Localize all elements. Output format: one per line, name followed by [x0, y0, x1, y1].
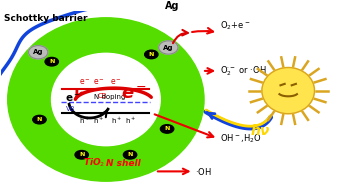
Ellipse shape [161, 125, 174, 133]
Text: N: N [164, 126, 170, 131]
Text: O$_2$+e$^-$: O$_2$+e$^-$ [220, 19, 250, 32]
Text: $·$OH: $·$OH [195, 166, 212, 177]
Ellipse shape [51, 53, 160, 146]
Text: h$^+$: h$^+$ [93, 116, 105, 126]
Text: hν: hν [251, 124, 270, 138]
Text: Ag: Ag [33, 49, 43, 55]
Text: e$^-$: e$^-$ [111, 77, 122, 87]
Ellipse shape [45, 57, 58, 66]
Text: N: N [127, 152, 133, 157]
Text: e$^-$: e$^-$ [93, 77, 105, 87]
Ellipse shape [8, 18, 204, 181]
Text: h$^+$: h$^+$ [79, 116, 90, 126]
Ellipse shape [159, 41, 178, 54]
Text: N: N [79, 152, 84, 157]
Text: e$^-$: e$^-$ [79, 77, 91, 87]
Text: h$^+$: h$^+$ [125, 116, 136, 126]
Ellipse shape [262, 67, 314, 114]
Text: CB: CB [98, 93, 107, 99]
Text: N: N [149, 52, 154, 57]
Text: VB: VB [66, 106, 75, 112]
Text: OH$^-$,H$_2$O: OH$^-$,H$_2$O [220, 132, 262, 145]
Text: N: N [37, 117, 42, 122]
Text: TiO$_2$: TiO$_2$ [83, 157, 106, 170]
Ellipse shape [75, 150, 88, 159]
Text: N shell: N shell [106, 159, 141, 168]
Ellipse shape [124, 150, 137, 159]
Text: N doping: N doping [94, 94, 125, 100]
Text: Ag: Ag [163, 44, 174, 50]
Text: O$_2^{·-}$ or $·$OH: O$_2^{·-}$ or $·$OH [220, 64, 266, 78]
Text: e$^-$: e$^-$ [120, 85, 147, 103]
Text: e$^-$: e$^-$ [65, 93, 81, 104]
Ellipse shape [145, 50, 158, 59]
Text: N: N [49, 59, 55, 64]
Text: h$^+$: h$^+$ [111, 116, 122, 126]
Ellipse shape [33, 115, 46, 124]
Ellipse shape [29, 46, 48, 59]
Text: Ag: Ag [165, 1, 179, 11]
Text: Schottky barrier: Schottky barrier [4, 14, 88, 23]
